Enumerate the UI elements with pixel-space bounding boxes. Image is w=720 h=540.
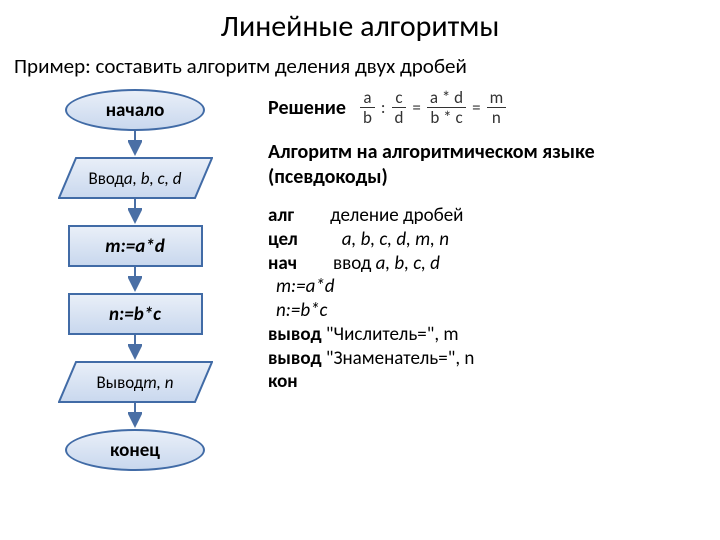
l7-txt: "Знаменатель=", n bbox=[322, 347, 475, 370]
start-terminal: начало bbox=[65, 89, 205, 131]
solution-label: Решение bbox=[268, 96, 346, 120]
pseudo-l6: вывод "Числитель=", m bbox=[268, 323, 710, 347]
l3-txt: ввод bbox=[297, 252, 376, 275]
kw-alg: алг bbox=[268, 204, 294, 227]
pseudocode: алгделение дробей целa, b, c, d, m, n на… bbox=[268, 204, 710, 394]
l2-txt: a, b, c, d, m, n bbox=[298, 228, 449, 251]
formula: a b : c d = a * d b * c = m n bbox=[360, 89, 506, 126]
pseudo-l4: m:=a*d bbox=[268, 275, 710, 299]
example-subtitle: Пример: составить алгоритм деления двух … bbox=[0, 45, 720, 79]
flowchart-start-node: начало bbox=[65, 89, 205, 131]
pseudo-l8: кон bbox=[268, 370, 710, 394]
colon: : bbox=[381, 97, 386, 118]
input-word: Ввод bbox=[89, 168, 124, 189]
flowchart-step1-node: m:=a*d bbox=[68, 225, 203, 267]
end-terminal: конец bbox=[65, 429, 205, 471]
frac-cd: c d bbox=[391, 89, 406, 126]
pseudo-l1: алгделение дробей bbox=[268, 204, 710, 228]
solution-row: Решение a b : c d = a * d b * c = m bbox=[268, 89, 710, 126]
frac-ab: a b bbox=[360, 89, 375, 126]
frac-n: n bbox=[489, 108, 504, 126]
frac-a: a bbox=[360, 89, 374, 108]
arrow-1 bbox=[134, 131, 136, 157]
output-label: Вывод m, n bbox=[58, 361, 213, 403]
kw-vyvod1: вывод bbox=[268, 323, 322, 346]
kw-kon: кон bbox=[268, 370, 298, 393]
main-content: начало Ввод a, b, c, d m:=a*d n:=b*c bbox=[0, 79, 720, 471]
pseudo-l7: вывод "Знаменатель=", n bbox=[268, 347, 710, 371]
frac-ad: a * d bbox=[427, 89, 466, 108]
kw-nach: нач bbox=[268, 252, 297, 275]
page-title: Линейные алгоритмы bbox=[0, 0, 720, 45]
pseudo-l5: n:=b*c bbox=[268, 299, 710, 323]
flowchart-output-node: Вывод m, n bbox=[58, 361, 213, 403]
frac-bc: b * c bbox=[427, 108, 465, 126]
input-label: Ввод a, b, c, d bbox=[58, 157, 213, 199]
frac-adbc: a * d b * c bbox=[427, 89, 466, 126]
eq1: = bbox=[412, 97, 420, 118]
flowchart-column: начало Ввод a, b, c, d m:=a*d n:=b*c bbox=[0, 89, 250, 471]
flowchart-input-node: Ввод a, b, c, d bbox=[58, 157, 213, 199]
frac-c: c bbox=[392, 89, 405, 108]
eq2: = bbox=[472, 97, 480, 118]
l4-txt: m:=a*d bbox=[268, 275, 335, 298]
kw-vyvod2: вывод bbox=[268, 347, 322, 370]
output-word: Вывод bbox=[97, 372, 144, 393]
output-vars: m, n bbox=[143, 372, 173, 393]
frac-b: b bbox=[360, 108, 375, 126]
frac-mn: m n bbox=[487, 89, 507, 126]
arrow-3 bbox=[134, 267, 136, 293]
l3-it: a, b, c, d bbox=[376, 252, 440, 275]
arrow-2 bbox=[134, 199, 136, 225]
pseudo-l3: начввод a, b, c, d bbox=[268, 252, 710, 276]
input-vars: a, b, c, d bbox=[124, 168, 182, 189]
frac-d: d bbox=[391, 108, 406, 126]
flowchart-step2-node: n:=b*c bbox=[68, 293, 203, 335]
algo-heading: Алгоритм на алгоритмическом языке (псевд… bbox=[268, 140, 710, 190]
text-column: Решение a b : c d = a * d b * c = m bbox=[250, 89, 720, 471]
kw-cel: цел bbox=[268, 228, 298, 251]
l1-txt: деление дробей bbox=[294, 204, 463, 227]
frac-m: m bbox=[487, 89, 507, 108]
pseudo-l2: целa, b, c, d, m, n bbox=[268, 228, 710, 252]
arrow-4 bbox=[134, 335, 136, 361]
l6-txt: "Числитель=", m bbox=[322, 323, 459, 346]
l5-txt: n:=b*c bbox=[268, 299, 327, 322]
flowchart-end-node: конец bbox=[65, 429, 205, 471]
arrow-5 bbox=[134, 403, 136, 429]
